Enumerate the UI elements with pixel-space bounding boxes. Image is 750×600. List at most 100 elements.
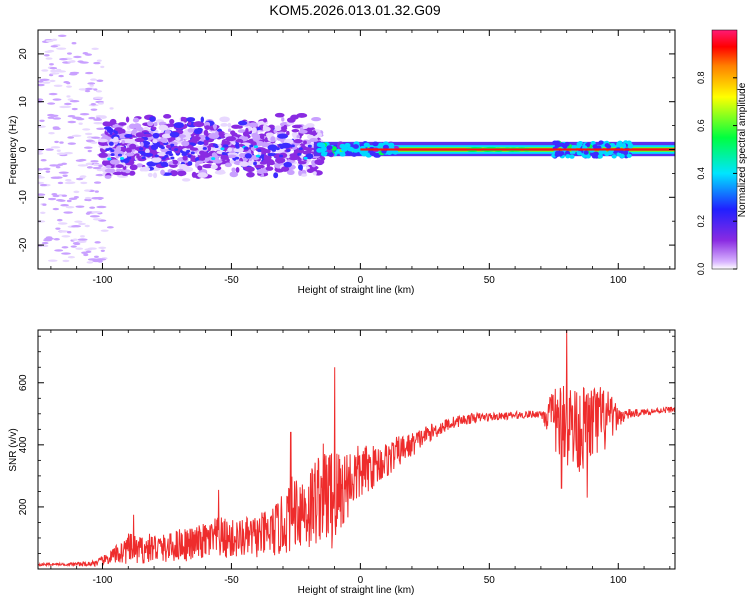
heatmap-cell: [227, 128, 232, 133]
heatmap-cell: [564, 150, 571, 156]
heatmap-cell: [181, 140, 190, 147]
heatmap-cell: [96, 79, 104, 82]
heatmap-cell: [109, 129, 113, 136]
heatmap-cell: [91, 210, 102, 214]
snr-xtick-label: 50: [484, 575, 496, 586]
heatmap-cell: [281, 126, 288, 131]
heatmap-cell: [164, 137, 168, 144]
heatmap-cell: [235, 145, 240, 149]
heatmap-cell: [297, 160, 307, 165]
heatmap-cell: [76, 177, 84, 181]
heatmap-cell: [245, 166, 255, 173]
heatmap-cell: [259, 134, 265, 140]
heatmap-cell: [118, 122, 127, 126]
heatmap-cell: [369, 150, 376, 156]
heatmap-cell: [64, 102, 72, 106]
heatmap-cell: [160, 169, 165, 176]
heatmap-cell: [154, 154, 159, 158]
heatmap-cell: [187, 154, 192, 158]
heatmap-cell: [298, 147, 303, 151]
heatmap-cell: [576, 143, 582, 149]
heatmap-cell: [59, 57, 68, 61]
heatmap-cell: [112, 171, 123, 176]
heatmap-cell: [49, 63, 54, 66]
spectrogram-ytick-label: 20: [18, 48, 29, 60]
heatmap-cell: [85, 87, 93, 91]
heatmap-cell: [71, 225, 82, 228]
heatmap-cell: [97, 102, 104, 105]
heatmap-cell: [93, 96, 104, 100]
spectrogram-xtick-label: -50: [224, 275, 239, 286]
heatmap-cell: [242, 131, 250, 137]
spectrogram-ytick-label: 0: [18, 146, 29, 152]
heatmap-cell: [75, 205, 85, 208]
heatmap-cell: [39, 183, 48, 187]
heatmap-cell: [604, 143, 610, 148]
heatmap-cell: [291, 124, 303, 129]
heatmap-cell: [211, 157, 216, 161]
heatmap-cell: [222, 144, 228, 148]
heatmap-cell: [91, 47, 99, 51]
heatmap-cell: [86, 166, 93, 169]
heatmap-cell: [41, 69, 49, 72]
heatmap-cell: [84, 132, 93, 136]
heatmap-cell: [158, 124, 169, 131]
heatmap-cell: [352, 144, 359, 149]
heatmap-cell: [248, 159, 253, 166]
heatmap-cell: [38, 168, 44, 171]
colorbar-tick-label: 0.4: [696, 167, 706, 180]
heatmap-cell: [224, 162, 232, 168]
snr-xlabel: Height of straight line (km): [298, 585, 415, 596]
heatmap-cell: [56, 70, 67, 73]
heatmap-cell: [273, 154, 281, 159]
heatmap-cell: [274, 112, 285, 118]
heatmap-cell: [244, 153, 252, 159]
heatmap-cell: [617, 140, 623, 145]
heatmap-cell: [372, 141, 379, 147]
heatmap-cell: [84, 196, 92, 200]
heatmap-cell: [363, 142, 370, 148]
heatmap-cell: [320, 151, 328, 157]
heatmap-cell: [78, 122, 83, 125]
heatmap-cell: [66, 199, 72, 203]
heatmap-cell: [576, 151, 582, 156]
heatmap-cell: [53, 238, 60, 241]
heatmap-cell: [316, 142, 323, 148]
heatmap-cell: [347, 146, 354, 152]
heatmap-cell: [125, 116, 130, 123]
heatmap-cell: [84, 89, 91, 93]
heatmap-cell: [298, 164, 303, 171]
heatmap-cell: [125, 147, 132, 154]
heatmap-cell: [178, 164, 188, 170]
colorbar-tick-label: 0.6: [696, 119, 706, 132]
heatmap-cell: [38, 98, 44, 101]
heatmap-cell: [388, 142, 395, 148]
heatmap-cell: [61, 252, 71, 255]
heatmap-cell: [220, 154, 229, 161]
heatmap-cell: [58, 74, 64, 78]
heatmap-cell: [98, 152, 108, 158]
heatmap-cell: [64, 181, 74, 185]
heatmap-cell: [45, 170, 51, 173]
heatmap-cell: [314, 158, 325, 166]
heatmap-cell: [74, 220, 83, 223]
heatmap-cell: [173, 122, 184, 129]
heatmap-cell: [235, 138, 244, 143]
heatmap-cell: [38, 125, 46, 128]
heatmap-cell: [77, 164, 88, 167]
heatmap-cell: [61, 162, 68, 166]
heatmap-cell: [273, 172, 279, 179]
heatmap-cell: [248, 122, 259, 128]
heatmap-cell: [181, 178, 191, 182]
band-core-top: [360, 148, 675, 151]
heatmap-cell: [111, 168, 115, 174]
heatmap-cell: [190, 151, 195, 155]
heatmap-cell: [175, 136, 181, 141]
heatmap-cell: [626, 153, 632, 158]
heatmap-cell: [89, 215, 100, 218]
heatmap-cell: [80, 181, 88, 185]
heatmap-cell: [114, 127, 123, 132]
heatmap-cell: [93, 121, 103, 125]
heatmap-cell: [392, 149, 399, 155]
heatmap-cell: [152, 132, 160, 139]
